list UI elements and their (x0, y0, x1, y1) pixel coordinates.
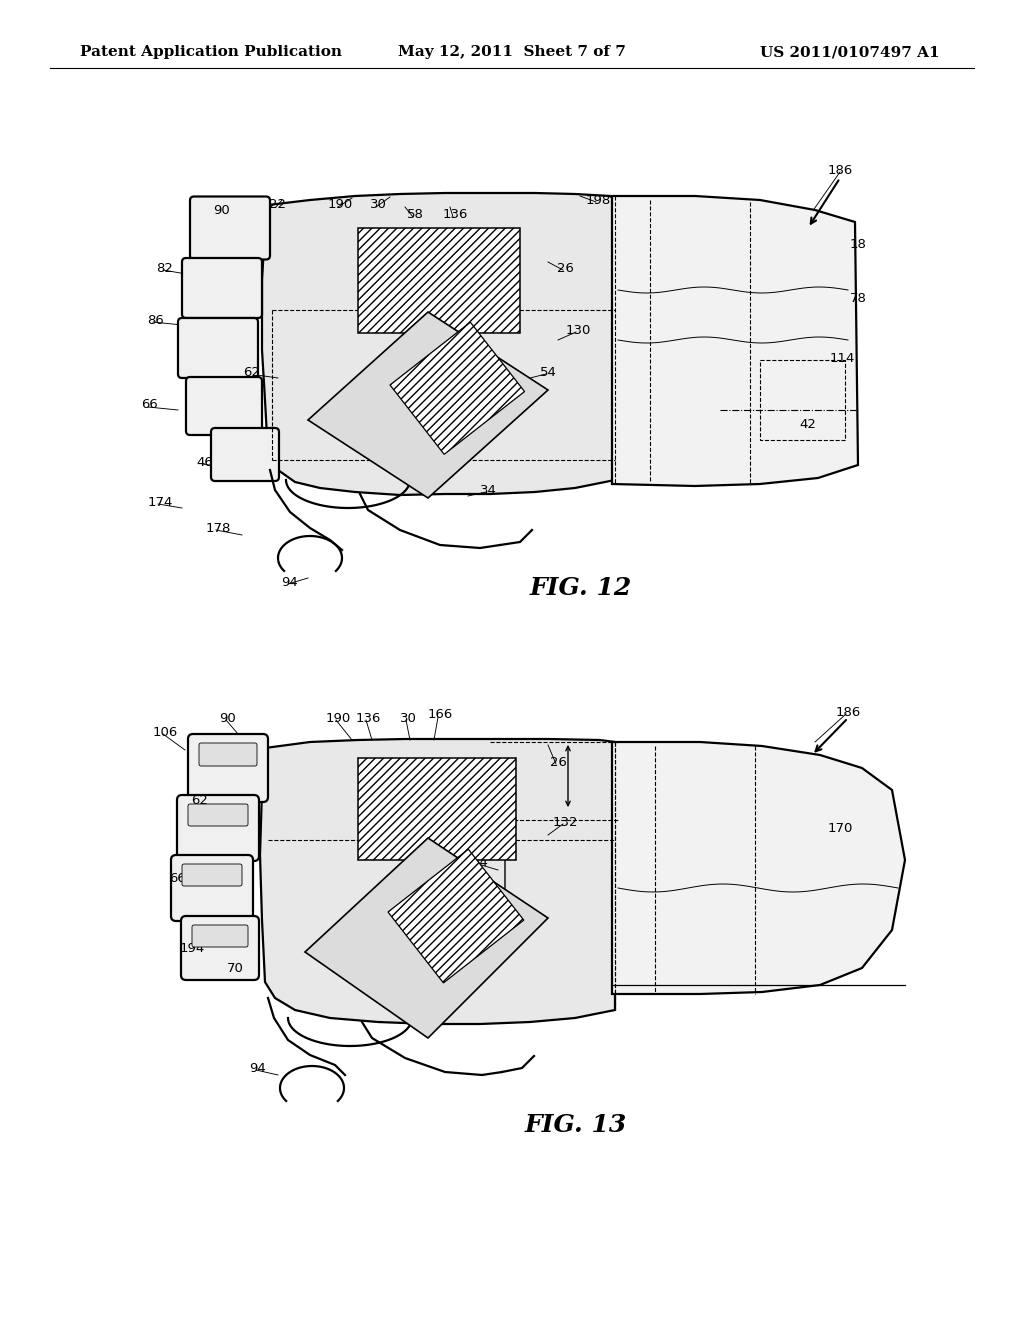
Text: 114: 114 (829, 351, 855, 364)
Polygon shape (262, 193, 615, 495)
Text: 136: 136 (442, 209, 468, 222)
Text: 174: 174 (147, 495, 173, 508)
FancyBboxPatch shape (178, 318, 258, 378)
FancyBboxPatch shape (182, 865, 242, 886)
FancyBboxPatch shape (199, 743, 257, 766)
Text: 82: 82 (157, 261, 173, 275)
Text: 186: 186 (836, 705, 860, 718)
Text: Patent Application Publication: Patent Application Publication (80, 45, 342, 59)
Text: 90: 90 (219, 711, 237, 725)
FancyBboxPatch shape (190, 197, 270, 260)
Text: 170: 170 (827, 821, 853, 834)
Text: 78: 78 (850, 292, 866, 305)
Bar (358, 228, 520, 333)
Polygon shape (612, 742, 905, 994)
Text: 132: 132 (552, 816, 578, 829)
Text: 66: 66 (170, 871, 186, 884)
FancyBboxPatch shape (186, 378, 262, 436)
Text: 136: 136 (355, 711, 381, 725)
Text: 18: 18 (850, 239, 866, 252)
Text: 86: 86 (146, 314, 164, 326)
Text: 46: 46 (197, 455, 213, 469)
Text: 26: 26 (557, 261, 573, 275)
FancyBboxPatch shape (188, 804, 248, 826)
Text: 94: 94 (282, 576, 298, 589)
Text: 54: 54 (540, 366, 556, 379)
Text: 190: 190 (326, 711, 350, 725)
Text: 190: 190 (328, 198, 352, 211)
Text: 54: 54 (472, 855, 488, 869)
Polygon shape (260, 739, 615, 1024)
Text: 198: 198 (586, 194, 610, 206)
Bar (358, 758, 516, 861)
Text: 42: 42 (800, 418, 816, 432)
Text: 34: 34 (424, 986, 440, 998)
Text: US 2011/0107497 A1: US 2011/0107497 A1 (761, 45, 940, 59)
Text: 30: 30 (370, 198, 386, 211)
Text: 66: 66 (141, 399, 159, 412)
Polygon shape (612, 195, 858, 486)
Polygon shape (305, 838, 548, 1038)
FancyBboxPatch shape (181, 916, 259, 979)
Text: 70: 70 (226, 961, 244, 974)
Text: 130: 130 (565, 323, 591, 337)
Text: FIG. 13: FIG. 13 (525, 1113, 628, 1137)
Polygon shape (308, 312, 548, 498)
Bar (388, 849, 524, 983)
FancyBboxPatch shape (182, 257, 262, 318)
FancyBboxPatch shape (177, 795, 259, 861)
Text: 178: 178 (206, 521, 230, 535)
FancyBboxPatch shape (171, 855, 253, 921)
FancyBboxPatch shape (193, 925, 248, 946)
Text: 62: 62 (244, 366, 260, 379)
Text: 34: 34 (479, 483, 497, 496)
Text: 186: 186 (827, 164, 853, 177)
Text: 166: 166 (427, 709, 453, 722)
Text: May 12, 2011  Sheet 7 of 7: May 12, 2011 Sheet 7 of 7 (398, 45, 626, 59)
Text: 58: 58 (407, 209, 424, 222)
FancyBboxPatch shape (211, 428, 279, 480)
FancyBboxPatch shape (188, 734, 268, 803)
Text: 22: 22 (269, 198, 287, 211)
Bar (390, 322, 524, 454)
Bar (760, 360, 845, 440)
Text: 90: 90 (214, 203, 230, 216)
Text: 30: 30 (399, 711, 417, 725)
Text: 194: 194 (179, 941, 205, 954)
Text: 62: 62 (191, 793, 209, 807)
Text: 26: 26 (550, 755, 566, 768)
Text: FIG. 12: FIG. 12 (530, 576, 632, 601)
Text: 106: 106 (153, 726, 177, 738)
Text: 94: 94 (250, 1061, 266, 1074)
